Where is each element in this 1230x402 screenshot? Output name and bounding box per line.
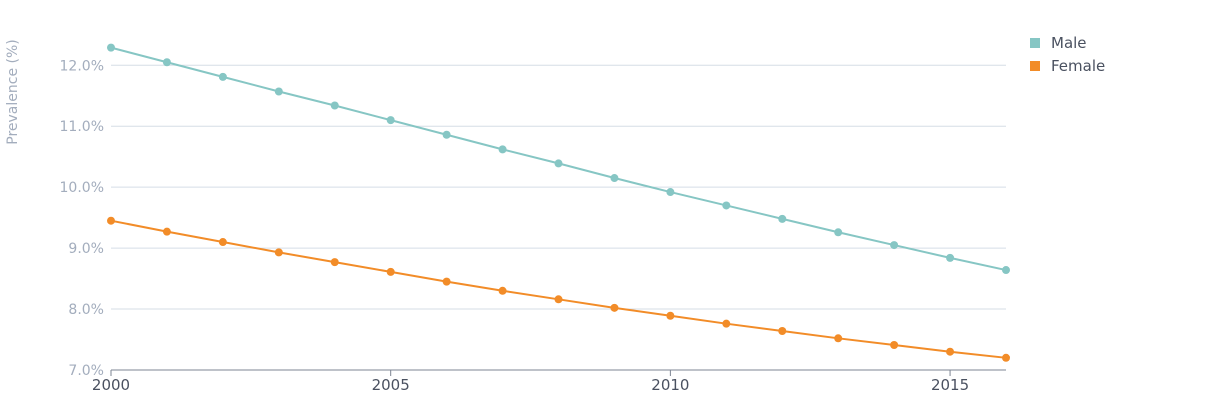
legend-swatch [1030,38,1040,48]
male-data-point[interactable] [722,201,731,210]
female-data-point[interactable] [498,286,507,295]
male-data-point[interactable] [386,116,395,125]
legend-item-male[interactable]: Male [1030,34,1087,52]
female-data-point[interactable] [666,311,675,320]
x-tick-label: 2000 [92,376,130,394]
female-data-point[interactable] [274,248,283,257]
x-tick-label: 2005 [372,376,410,394]
male-data-point[interactable] [442,130,451,139]
female-data-point[interactable] [1002,353,1010,362]
female-data-point[interactable] [890,341,899,350]
y-tick-label: 9.0% [68,241,104,257]
male-data-point[interactable] [946,253,955,262]
female-data-point[interactable] [722,319,731,328]
male-data-point[interactable] [498,145,507,154]
y-tick-label: 10.0% [60,180,104,196]
male-data-point[interactable] [890,241,899,250]
female-data-point[interactable] [107,216,115,225]
male-data-point[interactable] [666,188,675,197]
female-data-point[interactable] [834,334,843,343]
male-data-point[interactable] [107,43,115,52]
series-group [107,43,1010,362]
male-data-point[interactable] [554,159,563,168]
male-data-point[interactable] [330,101,339,110]
legend-label: Male [1051,34,1087,52]
female-data-point[interactable] [554,295,563,304]
y-axis-label: Prevalence (%) [5,39,21,145]
female-data-point[interactable] [218,238,227,247]
male-data-point[interactable] [778,214,787,223]
female-data-point[interactable] [162,227,171,236]
legend-item-female[interactable]: Female [1030,57,1105,75]
female-data-point[interactable] [778,326,787,335]
y-tick-label: 12.0% [60,58,104,74]
male-data-point[interactable] [162,58,171,67]
legend: Male Female [1030,34,1105,75]
female-data-point[interactable] [946,347,955,356]
female-data-point[interactable] [386,267,395,276]
x-axis: 2000 2005 2010 2015 [92,370,969,394]
male-data-point[interactable] [834,228,843,237]
legend-label: Female [1051,57,1105,75]
male-data-point[interactable] [1002,266,1010,275]
male-data-point[interactable] [218,72,227,81]
series-male [107,43,1010,275]
male-data-point[interactable] [610,174,619,183]
grid-lines [111,64,1006,371]
x-tick-label: 2015 [931,376,969,394]
y-tick-label: 7.0% [68,363,104,379]
legend-swatch [1030,61,1040,71]
female-data-point[interactable] [330,258,339,267]
female-data-point[interactable] [610,303,619,312]
y-axis: 7.0% 8.0% 9.0% 10.0% 11.0% 12.0% [60,58,104,379]
x-tick-label: 2010 [651,376,689,394]
male-data-point[interactable] [274,87,283,96]
male-line [110,46,1007,272]
series-female [107,216,1010,362]
female-data-point[interactable] [442,277,451,286]
y-tick-label: 11.0% [60,119,104,135]
female-line [110,219,1007,359]
y-tick-label: 8.0% [68,302,104,318]
